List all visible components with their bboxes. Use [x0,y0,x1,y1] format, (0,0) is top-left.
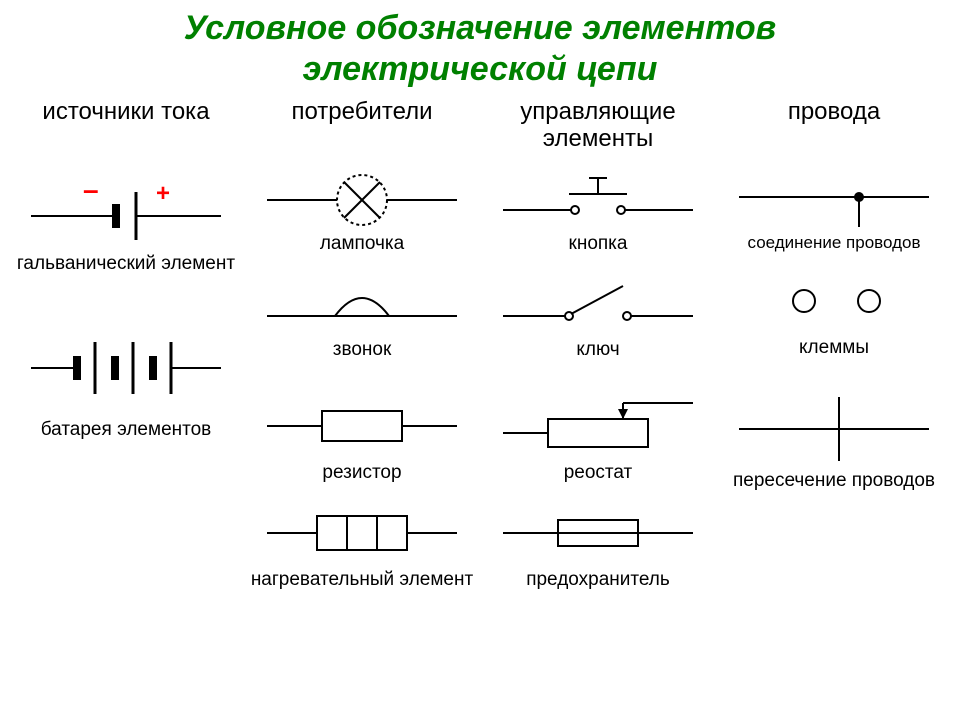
symbol-lamp [257,162,467,232]
label-switch: ключ [482,340,714,361]
symbol-heater [257,498,467,568]
label-terminals: клеммы [718,338,950,359]
symbol-resistor [257,391,467,461]
label-rheostat: реостат [482,463,714,484]
symbol-galvanic: – + [21,172,231,252]
label-junction: соединение проводов [718,234,950,253]
cell-bell: звонок [246,268,478,361]
col-wires: провода соединение проводов клеммы [718,98,950,606]
cell-fuse: предохранитель [482,498,714,591]
terminals-icon [729,266,939,336]
col-header-controls: управляющие элементы [482,98,714,154]
columns-grid: источники тока – + гальванический элемен… [0,90,960,606]
cell-terminals: клеммы [718,266,950,359]
crossing-icon [729,389,939,469]
col-consumers: потребители лампочка [246,98,478,606]
symbol-bell [257,268,467,338]
cell-battery: батарея элементов [10,318,242,441]
battery-icon [21,318,231,418]
symbol-junction [729,162,939,232]
cell-button: кнопка [482,162,714,255]
symbol-button [493,162,703,232]
symbol-battery [21,318,231,418]
resistor-icon [257,391,467,461]
minus-sign: – [83,174,99,206]
title-line-2: электрической цепи [20,49,940,90]
col-controls: управляющие элементы кнопка [482,98,714,606]
label-lamp: лампочка [246,234,478,255]
label-fuse: предохранитель [482,570,714,591]
col-header-wires: провода [718,98,950,154]
page-title: Условное обозначение элементов электриче… [0,0,960,90]
label-resistor: резистор [246,463,478,484]
cell-junction: соединение проводов [718,162,950,253]
fuse-icon [493,498,703,568]
cell-rheostat: реостат [482,391,714,484]
label-battery: батарея элементов [10,420,242,441]
rheostat-icon [493,391,703,461]
cell-switch: ключ [482,268,714,361]
col-header-sources: источники тока [10,98,242,154]
cell-lamp: лампочка [246,162,478,255]
switch-icon [493,268,703,338]
label-heater: нагревательный элемент [246,570,478,591]
col-header-consumers: потребители [246,98,478,154]
label-bell: звонок [246,340,478,361]
label-galvanic: гальванический элемент [10,254,242,275]
symbol-rheostat [493,391,703,461]
label-crossing: пересечение проводов [718,471,950,492]
col-sources: источники тока – + гальванический элемен… [10,98,242,606]
symbol-terminals [729,266,939,336]
junction-icon [729,162,939,232]
symbol-fuse [493,498,703,568]
cell-heater: нагревательный элемент [246,498,478,591]
lamp-icon [257,162,467,232]
bell-icon [257,268,467,338]
galvanic-icon [21,172,231,252]
cell-resistor: резистор [246,391,478,484]
label-button: кнопка [482,234,714,255]
symbol-switch [493,268,703,338]
cell-crossing: пересечение проводов [718,389,950,492]
title-line-1: Условное обозначение элементов [20,8,940,49]
button-icon [493,162,703,232]
plus-sign: + [156,180,170,208]
cell-galvanic: – + гальванический элемент [10,172,242,275]
heater-icon [257,498,467,568]
symbol-crossing [729,389,939,469]
